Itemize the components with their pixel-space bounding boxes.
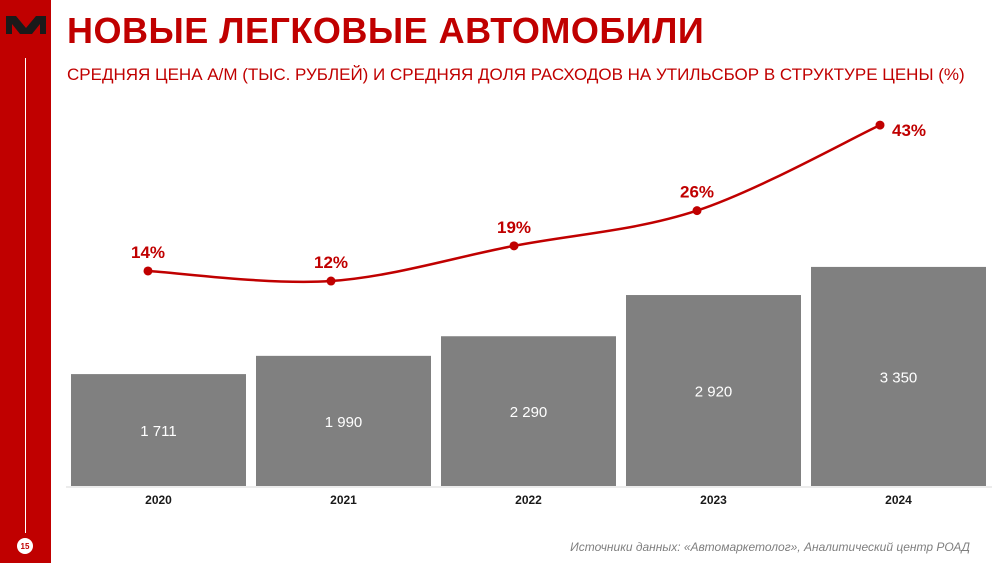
x-tick-label: 2022 — [515, 493, 542, 507]
divider — [25, 58, 26, 533]
bar — [811, 266, 986, 486]
line-point — [326, 276, 336, 286]
line-label: 19% — [497, 218, 531, 237]
bar-label: 1 990 — [325, 414, 363, 431]
x-tick-label: 2024 — [885, 493, 912, 507]
x-tick-label: 2023 — [700, 493, 727, 507]
bar — [441, 336, 616, 486]
line-label: 26% — [680, 183, 714, 202]
line-point — [692, 206, 702, 216]
x-tick-label: 2020 — [145, 493, 172, 507]
bar — [626, 295, 801, 486]
page-number: 15 — [17, 538, 33, 554]
line-series — [147, 123, 881, 284]
source-note: Источники данных: «Автомаркетолог», Анал… — [570, 540, 970, 554]
line-point — [509, 241, 519, 251]
x-tick-label: 2021 — [330, 493, 357, 507]
line-point — [875, 120, 885, 130]
line-label: 43% — [892, 121, 926, 140]
line-label: 14% — [131, 243, 165, 262]
line-label: 12% — [314, 253, 348, 272]
sidebar: 15 — [0, 0, 51, 563]
page-title: НОВЫЕ ЛЕГКОВЫЕ АВТОМОБИЛИ — [67, 10, 705, 51]
bar-label: 3 350 — [880, 369, 918, 386]
bar-label: 2 290 — [510, 404, 548, 421]
bar-label: 2 920 — [695, 384, 733, 401]
bar — [71, 374, 246, 486]
line-point — [143, 266, 153, 276]
bar — [256, 355, 431, 486]
bar-label: 1 711 — [140, 423, 176, 440]
page-subtitle: СРЕДНЯЯ ЦЕНА А/М (ТЫС. РУБЛЕЙ) И СРЕДНЯЯ… — [67, 65, 965, 84]
logo-icon — [6, 16, 46, 34]
